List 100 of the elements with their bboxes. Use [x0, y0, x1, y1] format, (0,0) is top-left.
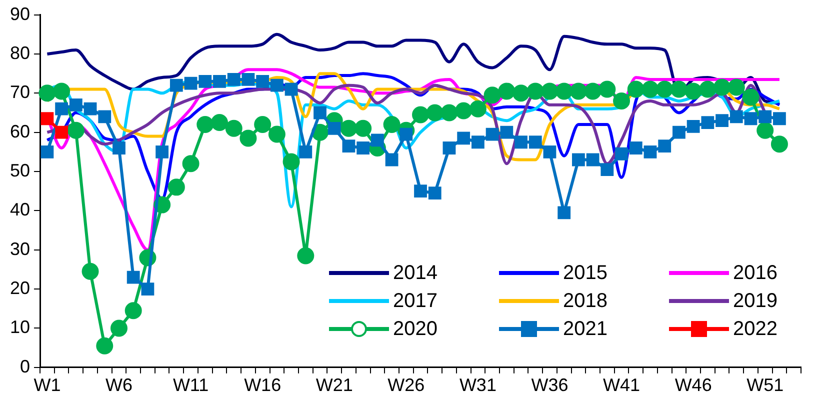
- x-tick-label: W6: [105, 375, 132, 396]
- point: [282, 153, 300, 170]
- point: [442, 142, 456, 154]
- point: [627, 80, 644, 98]
- point: [84, 102, 97, 116]
- point: [642, 80, 659, 98]
- x-tick-label: W46: [674, 375, 712, 396]
- point: [656, 80, 674, 98]
- point: [342, 140, 356, 152]
- point: [572, 153, 585, 166]
- point: [67, 122, 84, 139]
- point: [471, 136, 484, 149]
- point: [98, 110, 112, 124]
- point: [600, 163, 614, 176]
- point: [213, 74, 226, 88]
- point: [486, 128, 499, 141]
- x-tick-label: W16: [244, 375, 282, 396]
- point: [658, 140, 672, 152]
- point: [770, 136, 788, 153]
- point: [701, 116, 714, 129]
- point: [69, 98, 82, 112]
- legend-label: 2016: [733, 262, 778, 284]
- point: [40, 112, 54, 126]
- point: [686, 120, 700, 133]
- point: [356, 142, 370, 154]
- x-tick-label: W31: [459, 375, 496, 396]
- point: [730, 110, 743, 124]
- point: [484, 86, 501, 104]
- point: [699, 80, 716, 98]
- point: [584, 82, 602, 100]
- point: [500, 126, 514, 139]
- point: [227, 72, 240, 86]
- point: [225, 120, 242, 137]
- point: [613, 92, 630, 110]
- x-tick-label: W51: [746, 375, 784, 396]
- point: [412, 106, 430, 124]
- point: [756, 122, 774, 139]
- point: [126, 270, 140, 284]
- point: [96, 337, 114, 354]
- x-tick-label: W11: [172, 375, 209, 396]
- point: [586, 153, 600, 166]
- x-tick-label: W36: [531, 375, 568, 396]
- y-tick-label: 10: [10, 317, 30, 338]
- point: [457, 132, 470, 145]
- point: [110, 320, 128, 337]
- point: [240, 130, 257, 147]
- point: [256, 74, 270, 88]
- legend-label: 2019: [733, 290, 778, 312]
- point: [299, 145, 312, 158]
- point: [354, 120, 372, 137]
- point: [242, 72, 255, 86]
- point: [268, 126, 286, 143]
- y-tick-label: 80: [10, 42, 30, 63]
- point: [82, 262, 99, 280]
- point: [514, 136, 528, 149]
- point: [716, 114, 728, 128]
- point: [112, 142, 126, 154]
- point: [370, 134, 384, 147]
- x-tick-label: W21: [316, 375, 353, 396]
- point: [124, 302, 142, 320]
- point: [455, 102, 472, 120]
- point: [340, 120, 358, 137]
- point: [196, 116, 214, 133]
- x-tick-label: W41: [603, 375, 640, 396]
- point: [168, 178, 185, 196]
- y-tick-label: 0: [20, 356, 30, 376]
- legend-label: 2018: [563, 290, 608, 312]
- y-tick-label: 70: [10, 82, 30, 102]
- point: [383, 116, 400, 133]
- point: [543, 145, 556, 158]
- y-tick-label: 60: [10, 121, 30, 142]
- point: [156, 145, 169, 158]
- point: [728, 78, 745, 96]
- point: [629, 142, 642, 154]
- point: [744, 112, 758, 126]
- y-tick-label: 40: [10, 200, 30, 220]
- point: [198, 74, 212, 88]
- point: [141, 282, 154, 296]
- point: [211, 114, 228, 132]
- point: [385, 153, 398, 166]
- point: [498, 82, 516, 100]
- point: [556, 82, 573, 100]
- y-tick-label: 20: [10, 278, 30, 298]
- point: [270, 78, 284, 92]
- point: [672, 126, 686, 139]
- point: [558, 206, 571, 220]
- legend-label: 2020: [393, 318, 438, 340]
- point: [644, 145, 657, 158]
- point: [314, 106, 326, 120]
- x-tick-label: W1: [34, 375, 61, 396]
- point: [170, 78, 183, 92]
- legend-label: 2015: [563, 262, 608, 284]
- point: [414, 184, 427, 198]
- legend-label: 2022: [733, 318, 778, 340]
- point: [428, 186, 442, 200]
- point: [758, 110, 772, 124]
- legend-label: 2014: [393, 262, 438, 284]
- point: [254, 116, 272, 133]
- point: [541, 82, 558, 100]
- point: [684, 82, 702, 100]
